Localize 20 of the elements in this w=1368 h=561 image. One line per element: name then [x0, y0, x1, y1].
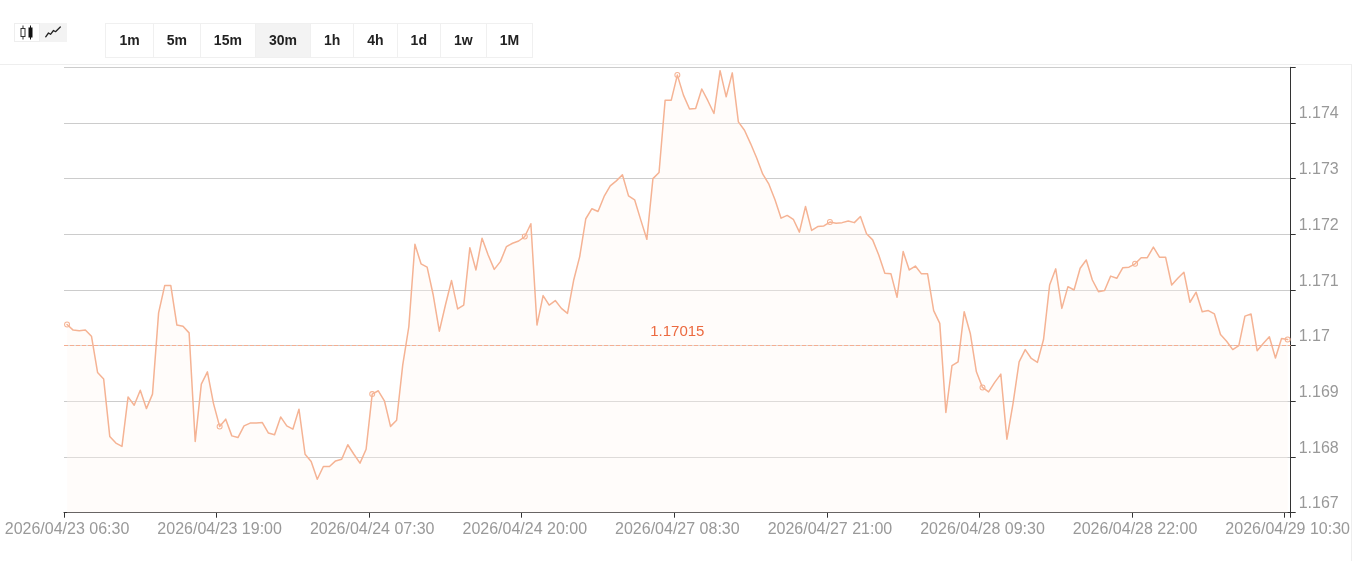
x-tick-label: 2026/04/28 22:00: [1072, 520, 1198, 538]
y-tick-label: 1.173: [1298, 160, 1339, 178]
y-tick-label: 1.17: [1298, 327, 1330, 345]
x-tick-label: 2026/04/23 19:00: [157, 520, 283, 538]
interval-button[interactable]: 30m: [255, 23, 311, 57]
y-tick-label: 1.174: [1298, 104, 1339, 122]
y-tick-label: 1.172: [1298, 215, 1339, 233]
y-tick-label: 1.168: [1298, 438, 1339, 456]
x-tick-label: 2026/04/28 09:30: [920, 520, 1045, 538]
y-tick-label: 1.167: [1298, 494, 1339, 512]
x-tick-label: 2026/04/24 07:30: [309, 520, 435, 538]
ref-line-label: 1.17015: [650, 321, 705, 339]
x-tick-label: 2026/04/24 20:00: [462, 520, 588, 538]
interval-tabs[interactable]: 1m 5m 15m 30m 1h 4h 1d 1w 1M: [105, 22, 534, 58]
x-tick-label: 2026/04/29 10:30: [1225, 520, 1351, 538]
x-tick-label: 2026/04/27 21:00: [767, 520, 893, 538]
x-tick-label: 2026/04/23 06:30: [4, 520, 130, 538]
x-tick-label: 2026/04/27 08:30: [615, 520, 740, 538]
y-tick-label: 1.171: [1298, 271, 1339, 289]
y-tick-label: 1.169: [1298, 382, 1339, 400]
